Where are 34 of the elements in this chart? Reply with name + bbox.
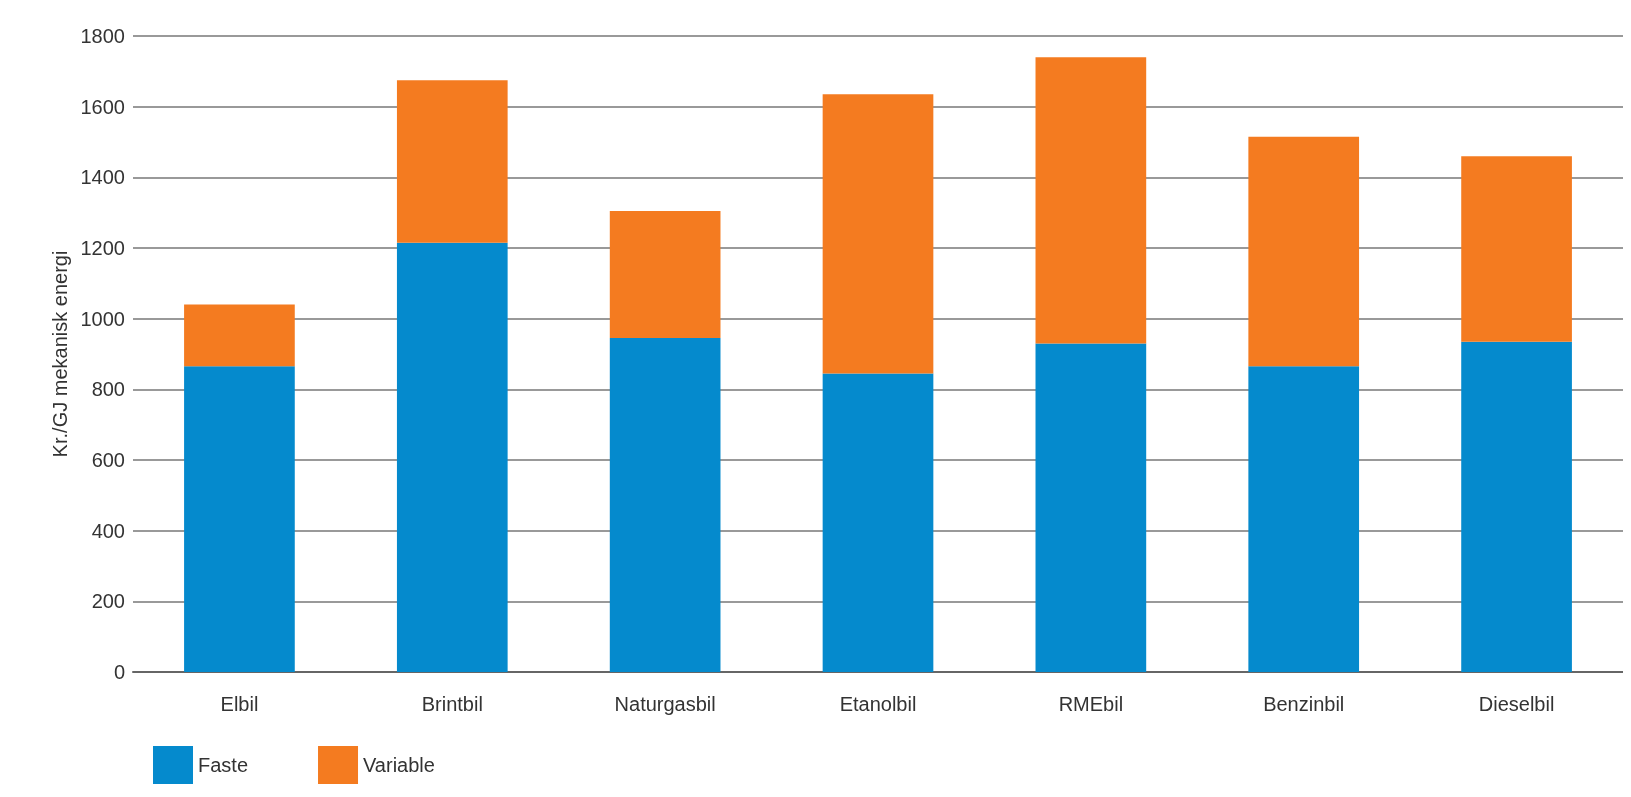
bar — [609, 338, 721, 672]
y-tick-label: 1400 — [80, 166, 125, 189]
bar — [396, 80, 508, 243]
legend-label: Faste — [198, 754, 249, 776]
y-tick-label: 1200 — [80, 237, 125, 259]
bar — [609, 210, 721, 339]
bar — [1035, 57, 1147, 344]
x-tick-label: Benzinbil — [1263, 693, 1345, 715]
legend-label: Variable — [363, 754, 435, 776]
x-tick-label: Dieselbil — [1478, 693, 1555, 715]
x-tick-label: RMEbil — [1058, 693, 1124, 715]
bar — [1035, 343, 1147, 672]
bar — [1248, 136, 1360, 367]
y-tick-label: 600 — [91, 449, 125, 471]
y-tick-label: 200 — [91, 590, 125, 613]
bar — [1461, 341, 1572, 672]
bar — [184, 304, 295, 367]
y-tick-label: 1000 — [80, 307, 125, 330]
x-tick-label: Etanolbil — [839, 693, 917, 715]
y-tick-label: 1800 — [80, 25, 125, 47]
bar — [822, 373, 934, 672]
bar — [1248, 366, 1360, 672]
x-tick-label: Naturgasbil — [614, 693, 716, 715]
x-tick-label: Brintbil — [421, 693, 483, 715]
bar — [396, 242, 508, 672]
bar — [184, 366, 295, 672]
bar — [1461, 156, 1572, 342]
y-tick-label: 1600 — [80, 95, 125, 118]
y-tick-label: 0 — [113, 661, 125, 683]
y-axis-title: Kr./GJ mekanisk energi — [48, 250, 71, 458]
y-tick-label: 400 — [91, 519, 125, 542]
bar — [822, 94, 934, 374]
x-tick-label: Elbil — [220, 693, 259, 715]
y-tick-label: 800 — [91, 378, 125, 401]
